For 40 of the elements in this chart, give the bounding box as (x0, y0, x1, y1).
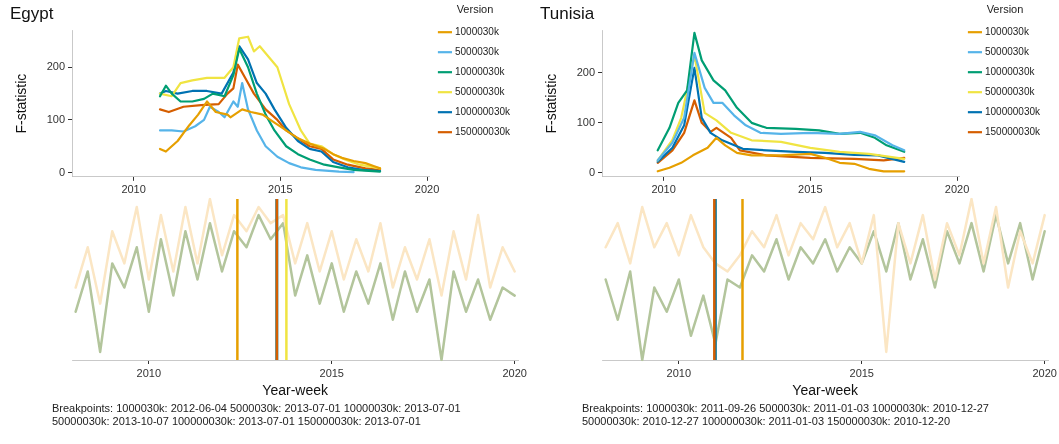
legend-label: 150000030k (984, 125, 1041, 137)
legend-label: 1000030k (454, 25, 500, 37)
legend-label: 100000030k (454, 105, 511, 117)
y-tick-label: 0 (58, 165, 65, 178)
legend-title: Version (456, 2, 494, 15)
y-tick-label: 100 (576, 115, 595, 128)
x-tick-label: 2010 (666, 366, 692, 379)
chart-title: Egypt (10, 3, 54, 23)
x-tick-label: 2015 (319, 366, 344, 379)
text: Breakpoints: 1000030k: 2011-09-26 5000030k: 2011-01-03 10000030k: 2010-12-27 50000030k: 2010-12-27 100000030k: 2011-01-03 150000030k: 2010-12-20 (581, 401, 990, 428)
x-tick-label: 2020 (944, 183, 970, 196)
legend-label: 150000030k (454, 125, 511, 137)
text: Breakpoints: 1000030k: 2012-06-04 5000030k: 2013-07-01 10000030k: 2013-07-01 50000030k: 2013-10-07 100000030k: 2013-07-01 150000030k: 2013-07-01 (51, 401, 462, 428)
legend-label: 1000030k (984, 25, 1030, 37)
x-axis-title: Year-week (262, 382, 329, 399)
y-tick-label: 200 (576, 65, 595, 78)
x-tick-label: 2020 (1032, 366, 1057, 379)
legend-label: 50000030k (984, 85, 1036, 97)
x-tick-label: 2010 (136, 366, 162, 379)
y-axis-title: F-statistic (13, 73, 30, 134)
x-tick-label: 2020 (414, 183, 440, 196)
x-tick-label: 2020 (502, 366, 527, 379)
x-tick-label: 2015 (268, 183, 293, 196)
legend-label: 5000030k (984, 45, 1030, 57)
y-tick-label: 200 (46, 60, 65, 73)
x-tick-label: 2010 (121, 183, 146, 196)
x-tick-label: 2015 (849, 366, 874, 379)
legend-label: 10000030k (454, 65, 506, 77)
legend-label: 5000030k (454, 45, 500, 57)
y-tick-label: 0 (588, 165, 595, 178)
legend-label: 10000030k (984, 65, 1036, 77)
x-tick-label: 2010 (651, 183, 676, 196)
y-tick-label: 100 (46, 112, 65, 125)
chart-title: Tunisia (540, 3, 595, 23)
legend-title: Version (986, 2, 1024, 15)
x-tick-label: 2015 (798, 183, 823, 196)
legend-label: 50000030k (454, 85, 506, 97)
x-axis-title: Year-week (792, 382, 859, 399)
legend-label: 100000030k (984, 105, 1041, 117)
y-axis-title: F-statistic (543, 73, 560, 134)
